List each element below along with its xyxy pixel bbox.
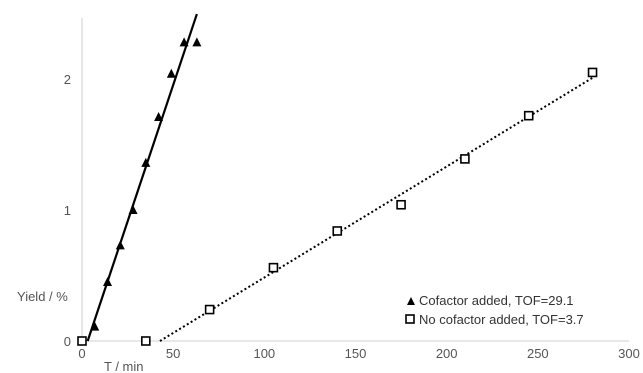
- data-point-no-cofactor: [77, 336, 87, 346]
- trendlines: [86, 13, 594, 342]
- data-point-no-cofactor: [268, 262, 279, 273]
- x-tick-label: 50: [166, 346, 180, 361]
- y-tick-label: 0: [64, 334, 71, 349]
- x-tick-label: 300: [618, 346, 640, 361]
- data-point-cofactor: [115, 240, 125, 250]
- legend-label-cofactor: Cofactor added, TOF=29.1: [419, 293, 574, 308]
- x-tick-label: 200: [436, 346, 458, 361]
- y-tick-label: 1: [64, 203, 71, 218]
- data-point-no-cofactor: [141, 336, 151, 346]
- y-tick-label: 2: [64, 72, 71, 87]
- data-point-cofactor: [179, 37, 189, 47]
- trendline-series-1: [159, 76, 594, 342]
- data-point-no-cofactor: [523, 110, 534, 121]
- data-point-no-cofactor: [396, 199, 406, 210]
- legend-marker-cofactor: [407, 297, 415, 305]
- legend: Cofactor added, TOF=29.1 No cofactor add…: [405, 293, 584, 327]
- data-point-cofactor: [103, 277, 113, 287]
- data-point-no-cofactor: [460, 154, 470, 164]
- legend-marker-no-cofactor: [405, 314, 415, 324]
- data-point-cofactor: [166, 68, 176, 78]
- x-tick-label: 250: [527, 346, 549, 361]
- x-axis-label: T / min: [104, 359, 144, 373]
- legend-label-no-cofactor: No cofactor added, TOF=3.7: [419, 312, 584, 327]
- data-point-no-cofactor: [587, 67, 598, 78]
- tick-labels: 0 50 100 150 200 250 300 0 1 2: [64, 72, 640, 361]
- x-tick-label: 100: [253, 346, 275, 361]
- data-point-no-cofactor: [332, 226, 343, 236]
- x-tick-label: 150: [345, 346, 367, 361]
- trendline-series-0: [86, 13, 198, 342]
- x-tick-label: 0: [78, 346, 85, 361]
- data-points: [77, 37, 598, 346]
- data-point-cofactor: [154, 111, 164, 121]
- data-point-cofactor: [90, 321, 100, 331]
- y-axis-label: Yield / %: [17, 289, 68, 304]
- data-point-cofactor: [128, 205, 138, 214]
- data-point-cofactor: [192, 37, 202, 47]
- data-point-cofactor: [141, 157, 151, 167]
- axes: [81, 18, 629, 342]
- data-point-no-cofactor: [204, 304, 215, 315]
